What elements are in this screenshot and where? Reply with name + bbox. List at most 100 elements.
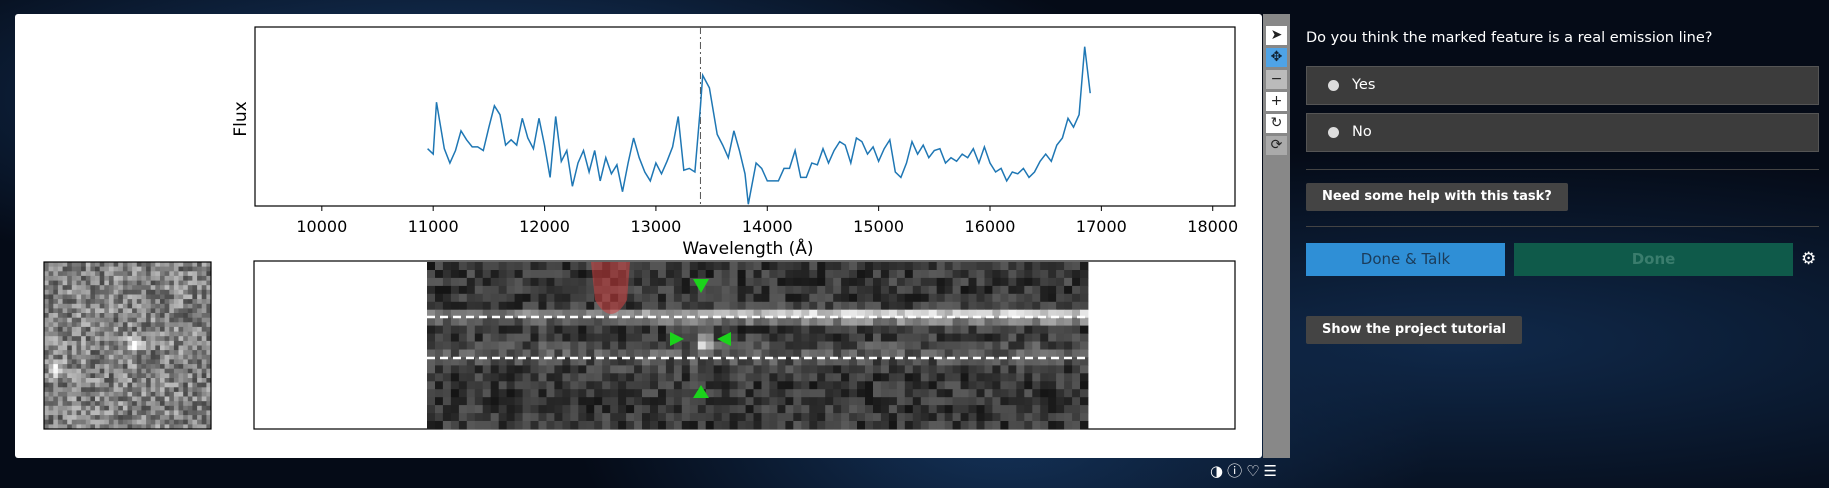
pixel xyxy=(44,308,49,314)
pixel xyxy=(801,341,810,350)
pixel xyxy=(1016,262,1025,271)
pixel xyxy=(976,301,985,311)
pixel xyxy=(57,280,63,286)
pixel xyxy=(113,266,119,272)
pixel xyxy=(705,285,715,295)
spectrum-line xyxy=(427,46,1091,205)
pixel xyxy=(745,277,754,287)
pixel xyxy=(71,262,77,267)
pixel xyxy=(173,322,179,328)
pixel xyxy=(586,317,595,327)
pixel xyxy=(530,365,539,374)
pixel xyxy=(81,299,87,305)
pixel xyxy=(192,303,198,309)
pixel xyxy=(825,389,834,398)
pixel xyxy=(896,285,906,295)
pixel xyxy=(785,333,794,342)
help-button[interactable]: Need some help with this task? xyxy=(1306,183,1568,211)
pixel xyxy=(155,285,161,291)
pixel xyxy=(650,381,659,390)
pixel xyxy=(522,405,531,414)
pixel xyxy=(904,309,914,319)
tutorial-button[interactable]: Show the project tutorial xyxy=(1306,316,1522,344)
pixel xyxy=(522,277,531,287)
pointer-tool[interactable]: ➤ xyxy=(1266,26,1287,45)
pixel xyxy=(81,303,87,309)
answer-option[interactable]: No xyxy=(1306,113,1819,152)
pixel xyxy=(90,410,96,416)
pixel xyxy=(1056,365,1065,374)
pixel xyxy=(912,365,922,374)
pixel xyxy=(873,270,882,279)
pixel xyxy=(197,378,203,383)
pixel xyxy=(1048,270,1057,279)
pixel xyxy=(673,317,683,327)
zoom-in-tool[interactable]: + xyxy=(1266,92,1287,111)
pixel xyxy=(146,340,152,346)
pixel xyxy=(136,336,142,342)
pixel xyxy=(122,289,128,295)
pixel xyxy=(141,359,147,365)
pan-tool[interactable]: ✥ xyxy=(1266,48,1287,67)
pixel xyxy=(450,317,460,327)
pixel xyxy=(482,421,492,430)
pixel xyxy=(841,365,850,374)
reset-tool[interactable]: ⟳ xyxy=(1266,136,1287,155)
pixel xyxy=(976,341,985,350)
pixel xyxy=(1032,285,1041,295)
pixel xyxy=(108,275,114,281)
pixel xyxy=(650,413,659,422)
pixel xyxy=(127,391,133,397)
pixel xyxy=(904,421,914,430)
pixel xyxy=(71,308,77,314)
pixel xyxy=(197,313,203,318)
pixel xyxy=(173,317,179,323)
pixel xyxy=(976,309,985,319)
spectrum-2d-image xyxy=(427,262,1089,430)
pixel xyxy=(992,325,1001,334)
pixel xyxy=(793,405,802,414)
done-talk-button[interactable]: Done & Talk xyxy=(1306,243,1505,276)
pixel xyxy=(928,293,938,303)
pixel xyxy=(896,349,906,358)
pixel xyxy=(817,333,826,342)
pixel xyxy=(435,325,444,334)
pixel xyxy=(150,340,156,346)
pixel xyxy=(118,359,124,365)
pixel xyxy=(857,333,866,342)
pixel xyxy=(777,349,786,358)
pixel xyxy=(825,357,834,366)
pixel xyxy=(618,365,627,374)
pixel xyxy=(136,373,142,379)
done-button[interactable]: Done xyxy=(1514,243,1793,276)
pixel xyxy=(793,365,802,374)
footer-icons[interactable]: ◑ⓘ♡☰ xyxy=(1210,462,1281,480)
pixel xyxy=(642,373,651,382)
pixel xyxy=(1064,262,1073,271)
answer-option[interactable]: Yes xyxy=(1306,66,1819,105)
pixel xyxy=(681,341,691,350)
zoom-out-tool[interactable]: − xyxy=(1266,70,1287,89)
pixel xyxy=(992,270,1001,279)
pixel xyxy=(562,301,571,311)
pixel xyxy=(562,262,571,271)
pixel xyxy=(761,285,770,295)
pixel xyxy=(71,373,77,379)
pixel xyxy=(62,391,68,397)
pixel xyxy=(1048,397,1057,406)
pixel xyxy=(857,413,866,422)
pixel xyxy=(192,340,198,346)
pixel xyxy=(187,317,193,323)
pixel xyxy=(578,381,587,390)
pixel xyxy=(62,364,68,370)
pixel xyxy=(53,354,59,360)
rotate-tool[interactable]: ↻ xyxy=(1266,114,1287,133)
pixel xyxy=(48,280,54,286)
pixel xyxy=(450,262,460,271)
pixel xyxy=(769,309,778,319)
pixel xyxy=(57,419,63,425)
pixel xyxy=(506,270,515,279)
pixel xyxy=(976,373,985,382)
settings-icon[interactable]: ⚙ xyxy=(1801,249,1817,269)
pixel xyxy=(442,333,452,342)
